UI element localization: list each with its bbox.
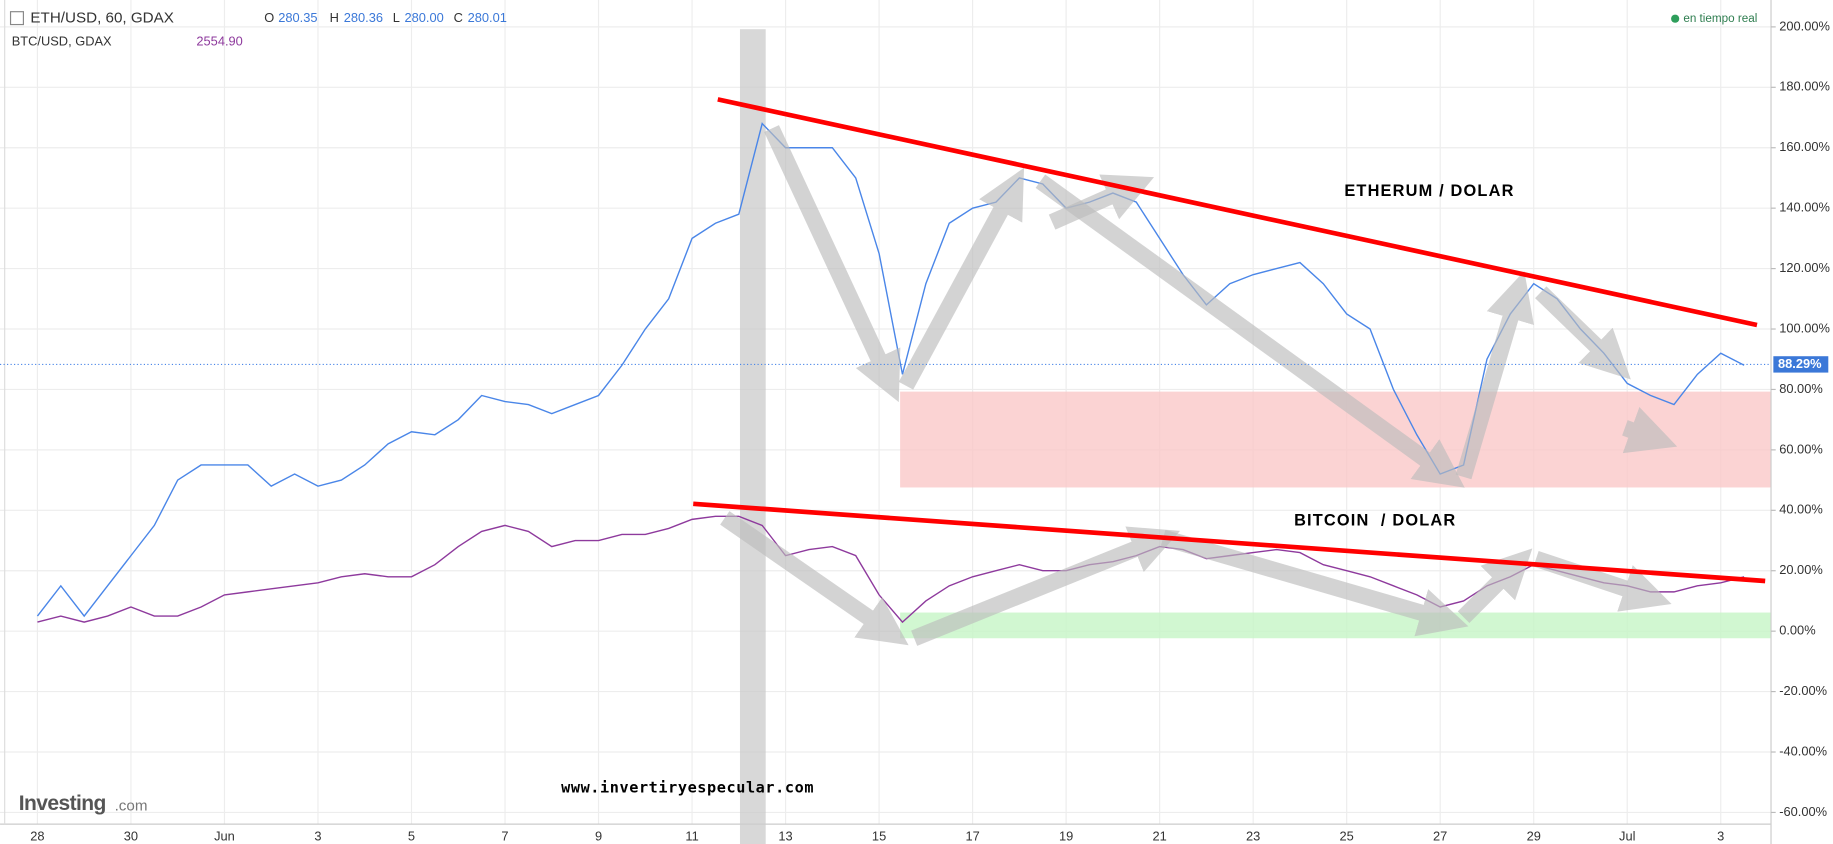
- y-tick-label: 60.00%: [1779, 441, 1823, 456]
- y-tick-label: 160.00%: [1779, 139, 1830, 154]
- support-zone: [900, 612, 1772, 639]
- x-tick-label: 3: [314, 828, 321, 843]
- arrow: [1035, 174, 1465, 488]
- logo: Investing: [19, 792, 106, 815]
- arrow: [1048, 174, 1155, 230]
- arrow: [1622, 406, 1678, 454]
- ohlc-value: 280.36: [344, 10, 383, 25]
- arrow: [1535, 286, 1631, 380]
- y-tick-label: 80.00%: [1779, 381, 1823, 396]
- y-tick-label: -20.00%: [1779, 683, 1827, 698]
- series-name: ETH/USD, 60, GDAX: [30, 10, 173, 27]
- annotation: BITCOIN / DOLAR: [1294, 512, 1456, 530]
- x-tick-label: 7: [501, 828, 508, 843]
- y-tick-label: -60.00%: [1779, 804, 1827, 819]
- axis: -60.00% -40.00% -20.00% 0.00% 20.00% 40.00% 60…: [0, 18, 1830, 843]
- ohlc-key: L: [393, 10, 400, 25]
- x-tick-label: 3: [1717, 828, 1724, 843]
- price-tag: [1773, 356, 1829, 373]
- x-tick-label: 17: [965, 828, 979, 843]
- x-tick-label: Jul: [1619, 828, 1635, 843]
- y-tick-label: 140.00%: [1779, 200, 1830, 215]
- status-dot: [1671, 14, 1680, 23]
- x-tick-label: 15: [872, 828, 886, 843]
- trendline: [717, 97, 1758, 328]
- collapse-icon[interactable]: [9, 11, 24, 26]
- arrow: [720, 511, 909, 646]
- annotation: ETHERUM / DOLAR: [1344, 182, 1514, 200]
- arrow: [898, 167, 1025, 390]
- x-tick-label: 11: [685, 828, 698, 843]
- x-tick-label: 9: [595, 828, 602, 843]
- y-tick-label: 40.00%: [1779, 502, 1823, 517]
- y-tick-label: 20.00%: [1779, 562, 1823, 577]
- ohlc-key: C: [454, 10, 463, 25]
- arrow: [1457, 548, 1533, 624]
- x-tick-label: 29: [1527, 828, 1541, 843]
- x-tick-label: 28: [30, 828, 44, 843]
- ohlc-value: 280.00: [404, 10, 443, 25]
- x-tick-label: 25: [1340, 828, 1354, 843]
- y-tick-label: 200.00%: [1779, 18, 1830, 33]
- status: en tiempo real: [1683, 12, 1757, 25]
- arrow: [1455, 271, 1534, 480]
- x-tick-label: 5: [408, 828, 415, 843]
- series-line: [37, 515, 1745, 624]
- y-tick-label: 120.00%: [1779, 260, 1830, 275]
- ohlc-key: H: [330, 10, 339, 25]
- x-tick-label: 19: [1059, 828, 1073, 843]
- x-tick-label: Jun: [214, 828, 235, 843]
- x-tick-label: 23: [1246, 828, 1260, 843]
- y-tick-label: 100.00%: [1779, 320, 1830, 335]
- logo-suffix: .com: [115, 798, 148, 815]
- price-tag-label: 88.29%: [1778, 356, 1822, 371]
- y-tick-label: 180.00%: [1779, 79, 1830, 94]
- arrow: [1160, 529, 1469, 637]
- ohlc-key: O: [264, 10, 274, 25]
- annotation: www.invertiryespecular.com: [561, 778, 814, 796]
- arrows: [720, 125, 1678, 646]
- x-tick-label: 27: [1433, 828, 1447, 843]
- x-tick-label: 30: [124, 828, 138, 843]
- x-tick-label: 13: [778, 828, 792, 843]
- x-tick-label: 21: [1152, 828, 1166, 843]
- ohlc-value: 280.35: [278, 10, 317, 25]
- arrow: [764, 125, 901, 403]
- arrow: [911, 526, 1181, 646]
- ohlc-value: 280.01: [468, 10, 507, 25]
- trendline: [693, 501, 1766, 584]
- last-value: 2554.90: [196, 33, 242, 48]
- highlight-band: [739, 29, 766, 844]
- y-tick-label: -40.00%: [1779, 743, 1827, 758]
- series-name: BTC/USD, GDAX: [12, 33, 112, 48]
- y-tick-label: 0.00%: [1779, 623, 1815, 638]
